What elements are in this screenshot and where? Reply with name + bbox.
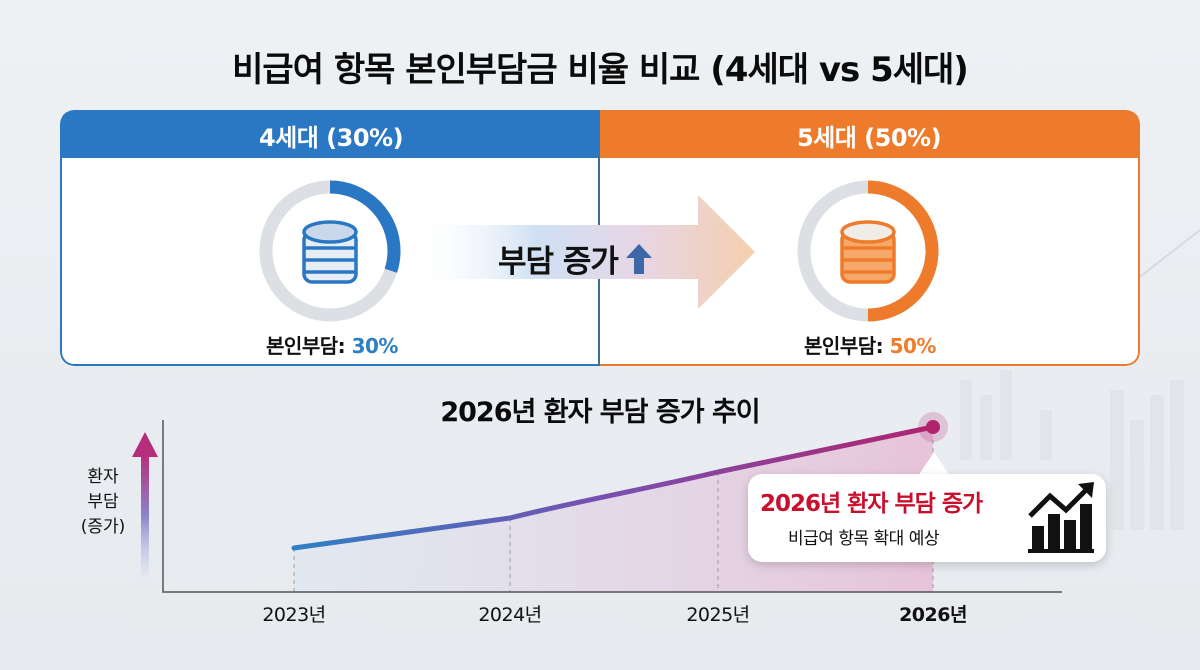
gen5-donut-chart [797, 180, 939, 322]
x-tick-2025: 2025년 [686, 604, 750, 626]
burden-increase-text: 부담 증가 [498, 244, 619, 280]
trend-title: 2026년 환자 부담 증가 추이 [440, 397, 760, 428]
callout-pointer [918, 452, 950, 476]
gen4-caption-label: 본인부담: [266, 334, 352, 358]
y-axis-label-line: 부담 [87, 492, 119, 512]
burden-increase-label: 부담 증가 [498, 236, 652, 281]
callout-subtitle: 비급여 항목 확대 예상 [788, 529, 939, 549]
x-tick-2023: 2023년 [262, 604, 326, 626]
increase-arrow-shape [420, 195, 755, 309]
gen4-card: 4세대 (30%) 본인부담: 30% [60, 110, 600, 366]
gen4-caption: 본인부담: 30% [62, 330, 602, 359]
page-title: 비급여 항목 본인부담금 비율 비교 (4세대 vs 5세대) [232, 50, 969, 90]
gen5-caption-label: 본인부담: [804, 334, 890, 358]
up-arrow-icon [625, 243, 652, 274]
callout-title: 2026년 환자 부담 증가 [760, 491, 983, 517]
gen5-caption: 본인부담: 50% [600, 330, 1140, 359]
gen5-header: 5세대 (50%) [600, 112, 1138, 158]
y-axis-label-line: 환자 [87, 467, 119, 487]
callout-box: 2026년 환자 부담 증가 비급여 항목 확대 예상 [748, 474, 1106, 562]
y-axis-label-line: (증가) [80, 517, 126, 537]
gen4-header: 4세대 (30%) [62, 112, 600, 158]
y-axis-arrow-icon [132, 432, 158, 577]
gen5-card: 5세대 (50%) 본인부담: 50% [600, 110, 1140, 366]
gen5-caption-value: 50% [889, 334, 937, 358]
rising-bar-chart-icon [1028, 482, 1094, 553]
coin-stack-icon [840, 220, 896, 284]
y-axis-label: 환자 부담 (증가) [68, 465, 138, 540]
x-tick-2026: 2026년 [899, 604, 967, 626]
gen4-donut-chart [259, 180, 401, 322]
coin-stack-icon [302, 220, 358, 284]
x-tick-2024: 2024년 [478, 604, 542, 626]
gen4-caption-value: 30% [351, 334, 399, 358]
